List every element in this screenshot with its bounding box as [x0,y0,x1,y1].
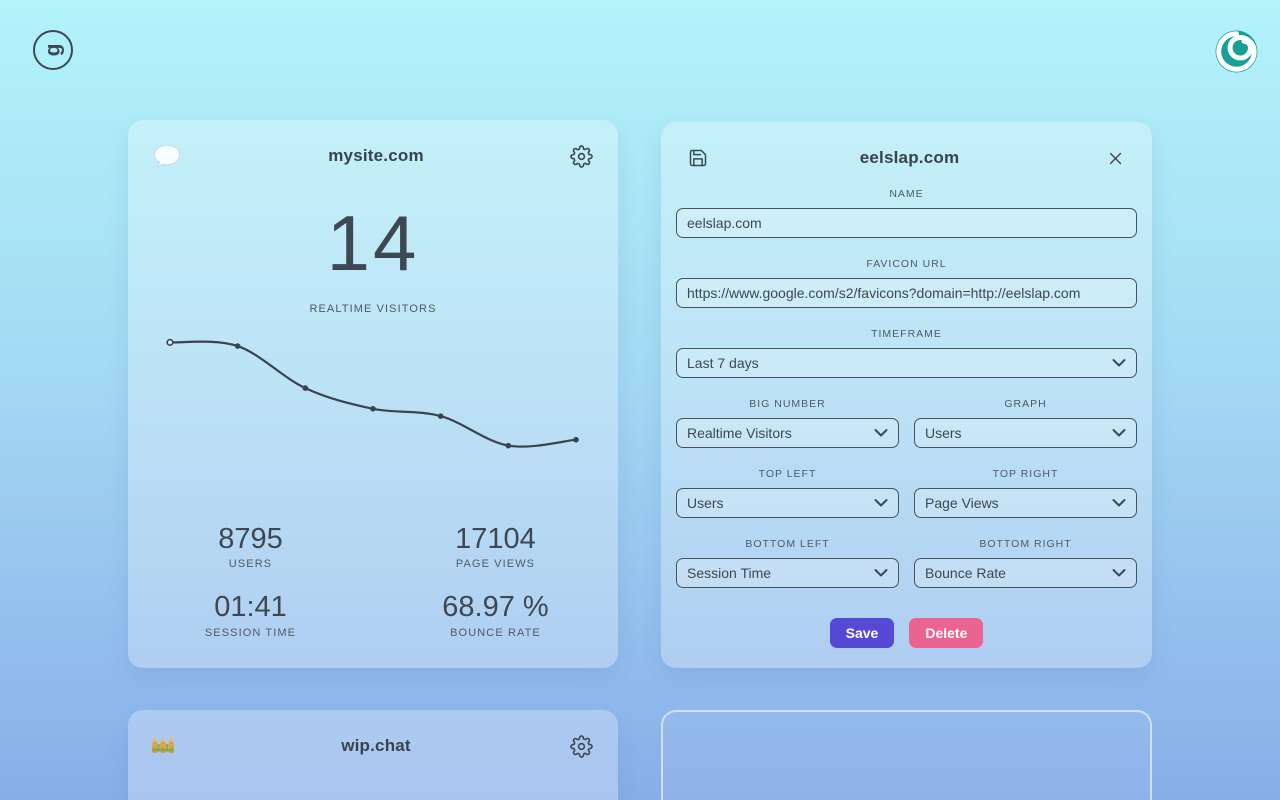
timeframe-field-group: TIMEFRAME Last 7 days [676,328,1137,378]
stat-page-views-value: 17104 [455,523,536,555]
stat-page-views-label: PAGE VIEWS [455,558,536,571]
fence-favicon-icon [152,738,184,754]
wip-settings-gear-icon[interactable] [568,733,594,759]
top-right-select[interactable]: Page Views [914,488,1137,518]
site-title: mysite.com [328,146,424,165]
top-left-field-label: TOP LEFT [758,468,817,480]
stat-session-time-value: 01:41 [214,591,287,624]
site-stats-grid: 8795 USERS 17104 PAGE VIEWS 01:41 SESSIO… [128,523,618,639]
stat-users-value: 8795 [218,523,283,555]
app-logo[interactable]: g [33,30,73,70]
name-field-label: NAME [889,188,924,200]
realtime-visitors-value: 14 [326,199,420,287]
graph-field-group: GRAPH Users [914,398,1137,448]
chart-point [234,343,241,349]
big-number-select[interactable]: Realtime Visitors [676,418,899,448]
stat-page-views: 17104 PAGE VIEWS [373,523,618,570]
big-number-field-label: BIG NUMBER [749,398,826,410]
top-left-select[interactable]: Users [676,488,899,518]
favicon-field-group: FAVICON URL [676,258,1137,308]
chevron-down-icon [874,429,888,437]
graph-field-label: GRAPH [1004,398,1047,410]
chart-point [302,385,309,391]
top-left-field-group: TOP LEFT Users [676,468,899,518]
save-button[interactable]: Save [829,618,895,648]
app-logo-letter: g [40,43,64,57]
settings-card-header: eelslap.com [661,140,1152,176]
wip-card-header: wip.chat [128,728,618,764]
favicon-url-input[interactable] [676,278,1137,308]
bottomleft-bottomright-row: BOTTOM LEFT Session Time BOTTOM RIGHT Bo… [676,538,1137,588]
chevron-down-icon [1112,429,1126,437]
delete-button[interactable]: Delete [909,618,984,648]
stat-bounce-rate: 68.97 % BOUNCE RATE [373,591,618,638]
chart-point [505,442,512,449]
chart-point [370,405,376,412]
settings-form: NAME FAVICON URL TIMEFRAME Last 7 days B… [676,174,1137,648]
timeframe-field-label: TIMEFRAME [871,328,942,340]
big-number-field-group: BIG NUMBER Realtime Visitors [676,398,899,448]
graph-select[interactable]: Users [914,418,1137,448]
floppy-save-icon[interactable] [685,145,711,171]
eelslap-favicon-icon [1215,30,1258,73]
bottom-left-field-group: BOTTOM LEFT Session Time [676,538,899,588]
stat-users: 8795 USERS [128,523,373,570]
bottom-right-field-label: BOTTOM RIGHT [979,538,1072,550]
chart-point [437,413,444,419]
chevron-down-icon [874,569,888,577]
realtime-visitors-label: REALTIME VISITORS [309,303,437,315]
stat-bounce-rate-value: 68.97 % [442,591,549,624]
wip-site-title: wip.chat [341,736,411,755]
bottom-right-field-group: BOTTOM RIGHT Bounce Rate [914,538,1137,588]
site-settings-card-eelslap: eelslap.com NAME FAVICON URL TIMEFRAME L… [661,122,1152,668]
teal-spiral-icon [1215,30,1258,73]
settings-buttons-row: Save Delete [676,618,1137,648]
bignumber-graph-row: BIG NUMBER Realtime Visitors GRAPH Users [676,398,1137,448]
chevron-down-icon [1112,359,1126,367]
bottom-left-field-label: BOTTOM LEFT [745,538,830,550]
chart-point [166,338,174,346]
timeframe-select[interactable]: Last 7 days [676,348,1137,378]
empty-site-slot[interactable] [661,710,1152,800]
users-line-chart-svg [166,338,579,449]
speech-bubble-favicon-icon [152,143,184,169]
site-card-header: mysite.com [128,138,618,174]
close-icon[interactable] [1102,145,1128,171]
name-field-group: NAME [676,188,1137,238]
settings-site-title: eelslap.com [859,148,960,167]
stat-session-time-label: SESSION TIME [204,626,297,639]
topleft-topright-row: TOP LEFT Users TOP RIGHT Page Views [676,468,1137,518]
name-input[interactable] [676,208,1137,238]
users-line-chart [158,327,588,467]
chevron-down-icon [1112,569,1126,577]
bottom-left-select[interactable]: Session Time [676,558,899,588]
stat-bounce-rate-label: BOUNCE RATE [450,626,541,639]
site-card-mysite: mysite.com 14 REALTIME VISITORS 8795 USE… [128,120,618,668]
favicon-field-label: FAVICON URL [866,258,947,270]
site-card-wip-chat: wip.chat [128,710,618,800]
site-settings-gear-icon[interactable] [568,143,594,169]
chevron-down-icon [1112,499,1126,507]
top-right-field-label: TOP RIGHT [992,468,1059,480]
chevron-down-icon [874,499,888,507]
top-right-field-group: TOP RIGHT Page Views [914,468,1137,518]
bottom-right-select[interactable]: Bounce Rate [914,558,1137,588]
stat-session-time: 01:41 SESSION TIME [128,591,373,638]
chart-point [573,436,579,443]
stat-users-label: USERS [228,558,273,571]
